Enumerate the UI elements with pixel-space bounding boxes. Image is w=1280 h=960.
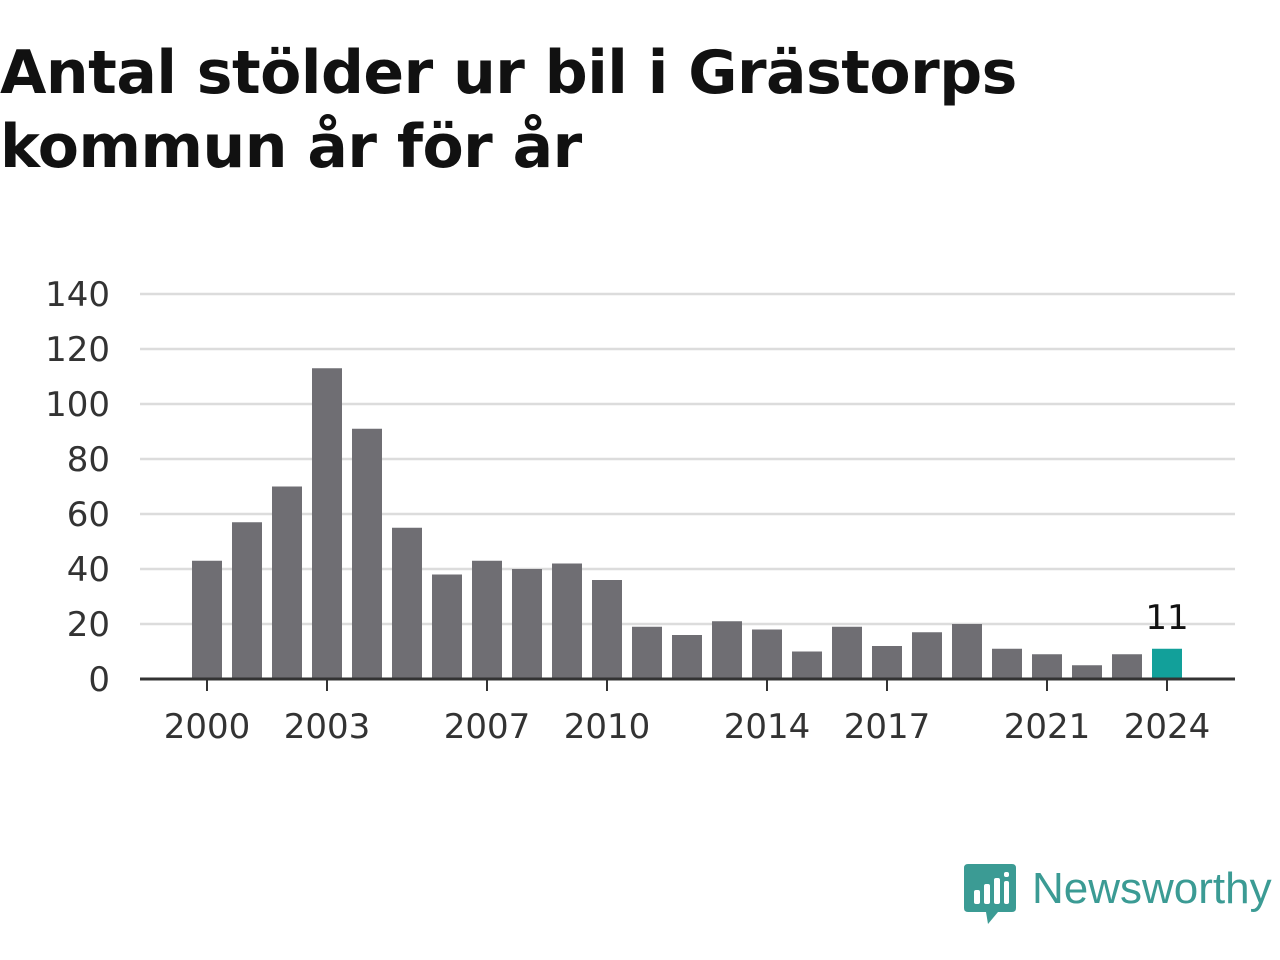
- x-tick-label: 2007: [444, 707, 531, 747]
- bar-2003: [312, 368, 342, 679]
- y-tick-label: 40: [67, 550, 110, 590]
- y-tick-label: 100: [45, 385, 110, 425]
- y-axis-labels: 0 20 40 60 80 100 120 140: [45, 275, 110, 700]
- x-tick-label: 2014: [724, 707, 811, 747]
- annotations: 11: [1145, 598, 1188, 638]
- bars: [192, 368, 1182, 679]
- chart-title: Antal stölder ur bil i Grästorps kommun …: [0, 38, 1017, 182]
- bar-2005: [392, 527, 422, 679]
- x-tick-label: 2010: [564, 707, 651, 747]
- x-tick-label: 2000: [164, 707, 251, 747]
- x-tick-label: 2017: [844, 707, 931, 747]
- x-tick-label: 2021: [1004, 707, 1091, 747]
- bar-2015: [792, 651, 822, 679]
- bar-2014: [752, 629, 782, 679]
- data-label-2024: 11: [1145, 598, 1188, 638]
- bar-2016: [832, 626, 862, 679]
- bar-2006: [432, 574, 462, 679]
- bar-2000: [192, 560, 222, 679]
- bar-2024: [1152, 648, 1182, 679]
- newsworthy-logo: Newsworthy: [964, 864, 1272, 928]
- bar-2017: [872, 646, 902, 679]
- bar-2012: [672, 635, 702, 679]
- bar-2009: [552, 563, 582, 679]
- x-tick-label: 2003: [284, 707, 371, 747]
- y-tick-label: 0: [88, 660, 110, 700]
- bar-2004: [352, 428, 382, 679]
- bar-2007: [472, 560, 502, 679]
- bar-2020: [992, 648, 1022, 679]
- y-tick-label: 80: [67, 440, 110, 480]
- y-tick-label: 60: [67, 495, 110, 535]
- bar-2008: [512, 569, 542, 679]
- y-tick-label: 140: [45, 275, 110, 315]
- bar-2001: [232, 522, 262, 679]
- newsworthy-logo-icon: [964, 864, 1016, 924]
- y-tick-label: 120: [45, 330, 110, 370]
- bar-2013: [712, 621, 742, 679]
- bar-2023: [1112, 654, 1142, 679]
- bar-2010: [592, 580, 622, 679]
- bar-2021: [1032, 654, 1062, 679]
- x-axis-labels: 2000 2003 2007 2010 2014 2017 2021 2024: [164, 707, 1211, 747]
- y-tick-label: 20: [67, 605, 110, 645]
- x-tick-label: 2024: [1124, 707, 1211, 747]
- bar-2018: [912, 632, 942, 679]
- brand-name: Newsworthy: [1032, 864, 1272, 913]
- grid-lines: [140, 292, 1235, 626]
- bar-2002: [272, 486, 302, 679]
- bar-2022: [1072, 665, 1102, 679]
- x-axis-ticks: [206, 679, 1168, 691]
- bar-2019: [952, 624, 982, 679]
- bar-2011: [632, 626, 662, 679]
